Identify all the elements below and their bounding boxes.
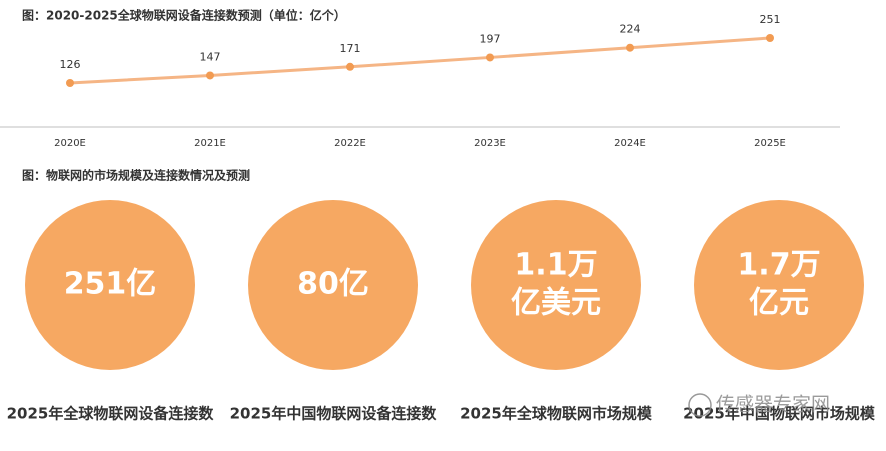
stat-circle <box>25 200 195 370</box>
x-tick-label: 2022E <box>334 138 366 149</box>
stat-circle <box>694 200 864 370</box>
x-tick-label: 2024E <box>614 138 646 149</box>
data-label: 147 <box>200 50 221 63</box>
chart-title: 图：2020-2025全球物联网设备连接数预测（单位：亿个） <box>22 8 346 23</box>
x-tick-label: 2020E <box>54 138 86 149</box>
stat-label: 2025年全球物联网市场规模 <box>460 405 653 423</box>
stat-value: 1.1万 <box>514 248 597 283</box>
stat-circle <box>471 200 641 370</box>
point <box>346 62 354 71</box>
x-tick-label: 2021E <box>194 138 226 149</box>
point <box>626 43 634 52</box>
stat-label: 2025年中国物联网设备连接数 <box>230 405 438 423</box>
watermark-text: 传感器专家网 <box>716 394 830 416</box>
stat-value: 80亿 <box>297 267 369 302</box>
wechat-icon <box>688 393 712 417</box>
stat-label: 2025年全球物联网设备连接数 <box>7 405 215 423</box>
data-label: 171 <box>340 42 361 55</box>
x-tick-label: 2025E <box>754 138 786 149</box>
data-label: 224 <box>620 23 641 36</box>
data-label: 126 <box>60 58 81 71</box>
point <box>766 34 774 42</box>
x-tick-label: 2023E <box>474 138 506 149</box>
point <box>66 79 74 87</box>
stat-circle <box>248 200 418 370</box>
infographic-title: 图：物联网的市场规模及连接数情况及预测 <box>22 168 250 183</box>
stat-value: 亿美元 <box>511 286 601 321</box>
stat-value: 亿元 <box>749 286 809 321</box>
data-label: 197 <box>480 32 501 45</box>
point <box>486 53 494 62</box>
stat-value: 1.7万 <box>737 248 820 283</box>
watermark: 传感器专家网 <box>688 393 830 417</box>
stat-value: 251亿 <box>64 267 157 302</box>
data-label: 251 <box>760 13 781 26</box>
line <box>69 36 771 85</box>
point <box>206 71 214 80</box>
stat-label: 2025年中国物联网市场规模 <box>683 405 876 423</box>
